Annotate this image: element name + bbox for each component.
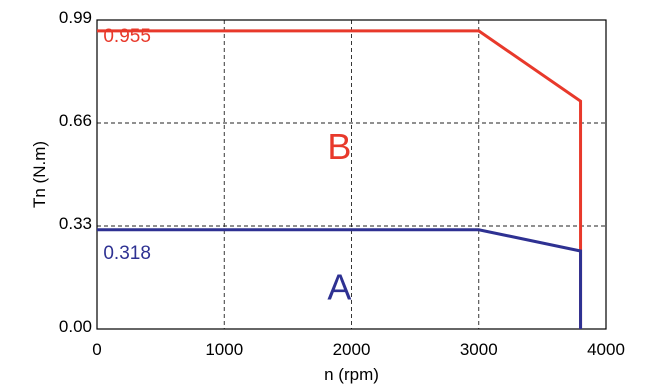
x-tick-label-4: 4000: [587, 340, 625, 359]
y-axis-label: Tn (N.m): [30, 141, 49, 208]
tick-labels: 0 1000 2000 3000 4000 0.00 0.33 0.66 0.99: [59, 8, 625, 359]
series-line-B: [97, 29, 583, 329]
y-tick-label-3: 0.99: [59, 8, 92, 27]
annotation-0-318: 0.318: [103, 243, 151, 264]
series-line-A: [97, 228, 583, 329]
x-tick-label-1: 1000: [205, 340, 243, 359]
x-tick-label-2: 2000: [333, 340, 371, 359]
annotation-B: B: [327, 126, 351, 167]
y-tick-label-0: 0.00: [59, 317, 92, 336]
x-tick-label-3: 3000: [460, 340, 498, 359]
plot-frame: [96, 19, 607, 330]
x-axis-label: n (rpm): [324, 365, 379, 384]
annotations: 0.955 B 0.318 A: [103, 26, 351, 307]
y-tick-label-1: 0.33: [59, 214, 92, 233]
x-tick-label-0: 0: [92, 340, 101, 359]
annotation-0-955: 0.955: [103, 26, 151, 47]
annotation-A: A: [327, 266, 351, 307]
y-tick-label-2: 0.66: [59, 111, 92, 130]
series-layer: [97, 29, 583, 329]
